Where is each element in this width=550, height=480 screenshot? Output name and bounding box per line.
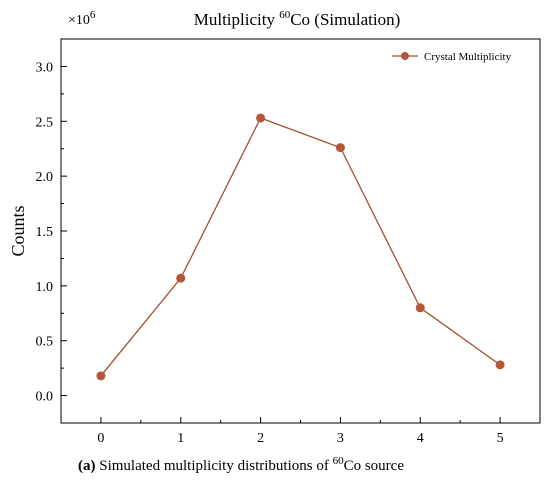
- x-tick-label: 4: [417, 431, 424, 446]
- x-tick-label: 5: [497, 431, 504, 446]
- data-point: [256, 113, 266, 123]
- x-tick-label: 3: [337, 431, 344, 446]
- data-point: [495, 360, 505, 370]
- data-point: [96, 371, 106, 381]
- y-tick-label: 2.0: [36, 170, 54, 185]
- figure-caption: (a) Simulated multiplicity distributions…: [78, 455, 404, 474]
- data-point: [415, 303, 425, 313]
- x-tick-label: 1: [177, 431, 184, 446]
- legend-label: Crystal Multiplicity: [424, 51, 512, 63]
- x-tick-label: 0: [97, 431, 104, 446]
- data-point: [176, 273, 186, 283]
- y-tick-label: 1.0: [36, 280, 54, 295]
- chart-title: Multiplicity 60Co (Simulation): [194, 9, 401, 29]
- x-tick-label: 2: [257, 431, 264, 446]
- y-tick-label: 0.0: [36, 390, 54, 405]
- data-point: [335, 143, 345, 153]
- y-tick-label: 3.0: [36, 60, 54, 75]
- series-line: [100, 117, 501, 377]
- legend: Crystal Multiplicity: [392, 51, 512, 63]
- y-tick-label: 0.5: [36, 335, 54, 350]
- axis-ticks: 0 1 2 3 4 5 0.0 0.5 1.0 1.5 2.0 2.5 3.0: [36, 60, 504, 446]
- legend-marker: [401, 52, 409, 60]
- y-tick-label: 1.5: [36, 225, 54, 240]
- y-axis-label: Counts: [8, 205, 28, 256]
- y-tick-label: 2.5: [36, 115, 54, 130]
- plot-frame: [60, 38, 541, 424]
- y-axis-multiplier: ×106: [68, 9, 96, 28]
- series-layer: [96, 113, 505, 381]
